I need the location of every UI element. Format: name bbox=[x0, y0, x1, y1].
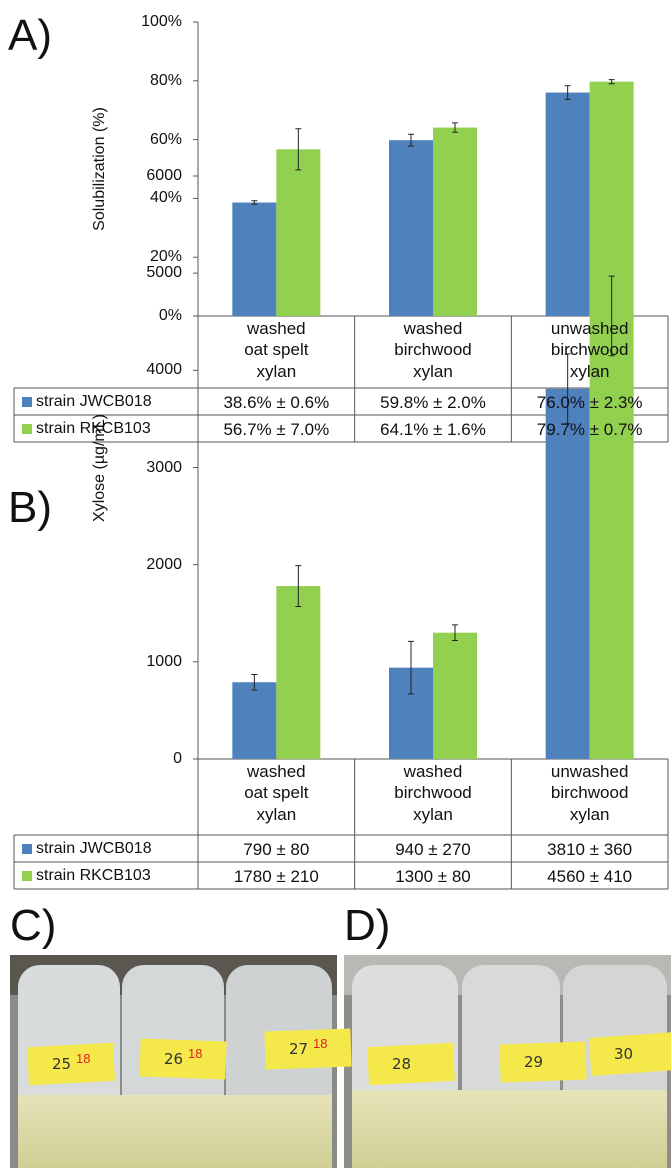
category-label: washed oat spelt xylan bbox=[198, 318, 355, 382]
table-cell: 79.7% ± 0.7% bbox=[511, 419, 668, 440]
panel-label: D) bbox=[344, 898, 390, 953]
bar bbox=[389, 140, 433, 316]
table-cell: 59.8% ± 2.0% bbox=[355, 392, 512, 413]
legend-swatch bbox=[22, 424, 32, 434]
y-axis-label: Xylose (µg/mL) bbox=[90, 358, 110, 578]
figure: A)Solubilization (%)0%20%40%60%80%100%wa… bbox=[0, 0, 671, 1168]
bar bbox=[276, 149, 320, 316]
y-tick-label: 40% bbox=[122, 188, 182, 208]
y-axis-label: Solubilization (%) bbox=[90, 59, 110, 279]
bar bbox=[276, 586, 320, 759]
tag-mark: 18 bbox=[188, 1046, 202, 1062]
tag-mark: 18 bbox=[313, 1036, 327, 1052]
table-cell: 76.0% ± 2.3% bbox=[511, 392, 668, 413]
y-tick-label: 0% bbox=[122, 306, 182, 326]
legend-swatch bbox=[22, 871, 32, 881]
y-tick-label: 100% bbox=[122, 12, 182, 32]
tag-number: 30 bbox=[614, 1045, 633, 1064]
y-tick-label: 5000 bbox=[122, 263, 182, 283]
bar bbox=[433, 128, 477, 316]
table-cell: 38.6% ± 0.6% bbox=[198, 392, 355, 413]
tag-number: 25 bbox=[52, 1055, 71, 1074]
y-tick-label: 3000 bbox=[122, 458, 182, 478]
category-label: washed birchwood xylan bbox=[355, 318, 512, 382]
y-tick-label: 2000 bbox=[122, 555, 182, 575]
panel-label: B) bbox=[8, 480, 52, 535]
tag-number: 26 bbox=[164, 1050, 183, 1069]
panel-label: A) bbox=[8, 8, 52, 63]
y-tick-label: 6000 bbox=[122, 166, 182, 186]
table-cell: 4560 ± 410 bbox=[511, 866, 668, 887]
bar bbox=[232, 682, 276, 759]
bar bbox=[232, 203, 276, 316]
bar bbox=[546, 93, 590, 316]
y-tick-label: 4000 bbox=[122, 360, 182, 380]
table-cell: 64.1% ± 1.6% bbox=[355, 419, 512, 440]
tag-number: 27 bbox=[289, 1040, 308, 1059]
table-cell: 1780 ± 210 bbox=[198, 866, 355, 887]
table-cell: 56.7% ± 7.0% bbox=[198, 419, 355, 440]
table-cell: 3810 ± 360 bbox=[511, 839, 668, 860]
liquid bbox=[352, 1090, 667, 1168]
table-cell: 940 ± 270 bbox=[355, 839, 512, 860]
tag-number: 28 bbox=[392, 1055, 411, 1074]
tag-mark: 18 bbox=[76, 1051, 90, 1067]
bar bbox=[433, 633, 477, 759]
legend-label: strain RKCB103 bbox=[36, 866, 151, 886]
y-tick-label: 0 bbox=[122, 749, 182, 769]
tag-number: 29 bbox=[524, 1053, 543, 1072]
legend-swatch bbox=[22, 844, 32, 854]
bar bbox=[590, 316, 634, 759]
category-label: washed oat spelt xylan bbox=[198, 761, 355, 825]
legend-swatch bbox=[22, 397, 32, 407]
table-cell: 1300 ± 80 bbox=[355, 866, 512, 887]
y-tick-label: 60% bbox=[122, 130, 182, 150]
panel-label: C) bbox=[10, 898, 56, 953]
category-label: washed birchwood xylan bbox=[355, 761, 512, 825]
bar bbox=[546, 389, 590, 759]
category-label: unwashed birchwood xylan bbox=[511, 761, 668, 825]
legend-label: strain JWCB018 bbox=[36, 839, 152, 859]
y-tick-label: 80% bbox=[122, 71, 182, 91]
y-tick-label: 1000 bbox=[122, 652, 182, 672]
table-cell: 790 ± 80 bbox=[198, 839, 355, 860]
liquid bbox=[18, 1095, 332, 1168]
category-label: unwashed birchwood xylan bbox=[511, 318, 668, 382]
